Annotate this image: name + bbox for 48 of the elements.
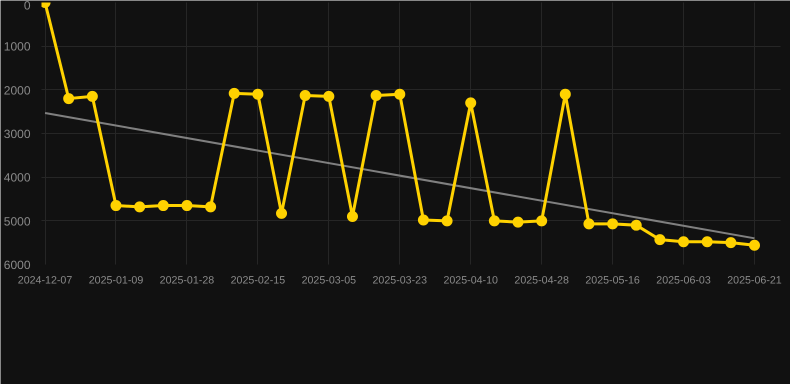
point bbox=[512, 216, 524, 228]
point bbox=[205, 201, 216, 212]
point bbox=[252, 88, 264, 100]
x-tick-label: 2025-01-09 bbox=[88, 274, 144, 286]
point bbox=[607, 218, 618, 230]
point bbox=[110, 200, 122, 212]
x-tick-label: 2025-06-21 bbox=[727, 274, 782, 286]
point bbox=[583, 218, 594, 230]
x-tick-label: 2025-04-28 bbox=[514, 274, 569, 286]
point bbox=[158, 200, 169, 212]
x-tick-label: 2025-05-16 bbox=[585, 274, 640, 286]
y-tick-label: 4000 bbox=[4, 170, 31, 185]
point bbox=[702, 236, 713, 248]
point bbox=[678, 236, 690, 248]
point bbox=[748, 240, 760, 251]
point bbox=[323, 90, 334, 102]
point bbox=[181, 200, 192, 212]
point bbox=[276, 208, 288, 219]
y-tick-label: 5000 bbox=[4, 214, 31, 228]
y-tick-label: 0 bbox=[24, 0, 31, 12]
point bbox=[418, 214, 429, 226]
x-tick-label: 2025-03-23 bbox=[372, 274, 428, 286]
point bbox=[654, 234, 666, 246]
point bbox=[228, 88, 240, 99]
point bbox=[86, 90, 98, 102]
point bbox=[134, 201, 146, 212]
x-tick-label: 2024-12-07 bbox=[18, 274, 72, 286]
y-tick-label: 3000 bbox=[4, 127, 31, 141]
point bbox=[560, 88, 571, 100]
y-tick-label: 1000 bbox=[4, 40, 31, 54]
x-tick-label: 2025-03-05 bbox=[302, 274, 356, 286]
point bbox=[725, 237, 736, 248]
point bbox=[536, 215, 548, 226]
x-tick-label: 2025-02-15 bbox=[230, 274, 286, 286]
y-tick-label: 6000 bbox=[4, 258, 31, 272]
point bbox=[465, 97, 476, 108]
x-tick-label: 2025-06-03 bbox=[656, 274, 711, 286]
point bbox=[488, 215, 500, 226]
point bbox=[300, 90, 311, 101]
point bbox=[442, 215, 453, 226]
point bbox=[370, 90, 382, 101]
point bbox=[63, 93, 74, 104]
y-tick-label: 2000 bbox=[4, 83, 31, 98]
point bbox=[346, 210, 358, 222]
point bbox=[630, 220, 642, 231]
x-tick-label: 2025-04-10 bbox=[443, 274, 498, 286]
x-tick-label: 2025-01-28 bbox=[160, 274, 214, 286]
point bbox=[394, 88, 406, 100]
